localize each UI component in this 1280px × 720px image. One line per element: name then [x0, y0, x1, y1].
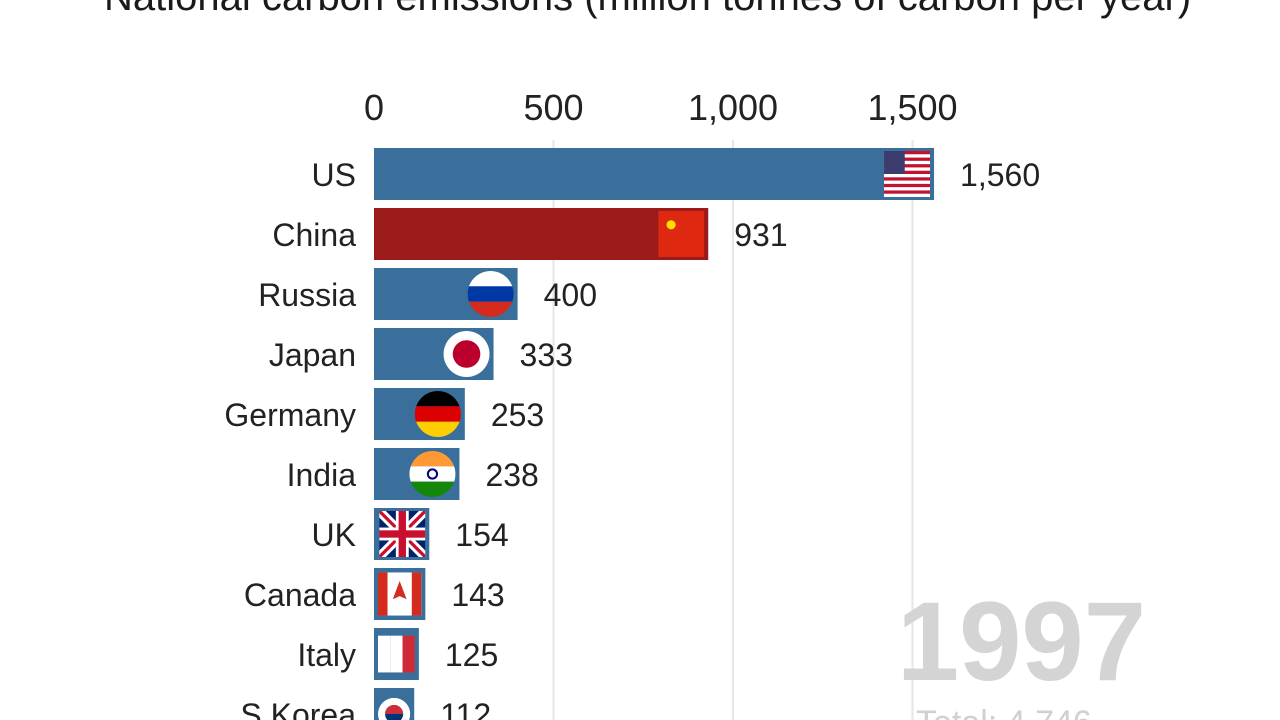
south-korea-flag-icon	[378, 697, 411, 720]
bar-row: India 238	[287, 448, 539, 500]
bar-row: S Korea 112	[240, 688, 491, 720]
germany-flag-icon	[414, 391, 461, 437]
value-label: 112	[440, 697, 491, 720]
russia-flag-icon	[467, 271, 514, 317]
value-label: 1,560	[960, 157, 1040, 193]
category-label: Japan	[269, 337, 356, 373]
bar-row: Italy 125	[297, 628, 498, 680]
x-tick-label: 1,500	[867, 87, 957, 128]
category-label: China	[272, 217, 356, 253]
category-label: UK	[312, 517, 356, 553]
category-label: Germany	[224, 397, 356, 433]
bar	[374, 148, 935, 200]
bar-row: UK 154	[312, 508, 509, 560]
x-tick-label: 500	[523, 87, 583, 128]
italy-flag-icon	[378, 635, 415, 673]
value-label: 400	[544, 277, 597, 313]
bar-row: Russia 400	[258, 268, 597, 320]
category-label: India	[287, 457, 357, 493]
category-label: Italy	[297, 637, 356, 673]
category-label: Russia	[258, 277, 356, 313]
x-tick-label: 1,000	[688, 87, 778, 128]
value-label: 143	[451, 577, 504, 613]
bar-row: Japan 333	[269, 328, 573, 380]
bar-row: Germany 253	[224, 388, 544, 440]
value-label: 931	[734, 217, 787, 253]
bar	[374, 208, 709, 260]
x-tick-label: 0	[364, 87, 384, 128]
category-label: S Korea	[240, 697, 356, 720]
value-label: 238	[485, 457, 538, 493]
total-label: Total: 4,746	[916, 704, 1092, 720]
bar-row: US 1,560	[312, 148, 1040, 200]
bar-row: Canada 143	[244, 568, 505, 620]
us-flag-icon	[884, 151, 931, 197]
category-label: US	[312, 157, 356, 193]
japan-flag-icon	[443, 331, 490, 377]
value-label: 333	[520, 337, 573, 373]
bar-row: China 931	[272, 208, 788, 260]
canada-flag-icon	[378, 572, 422, 616]
india-flag-icon	[409, 451, 456, 497]
value-label: 253	[491, 397, 544, 433]
year-label: 1997	[897, 579, 1146, 704]
china-flag-icon	[658, 211, 705, 257]
chart-title: National carbon emissions (million tonne…	[104, 0, 1204, 22]
category-label: Canada	[244, 577, 356, 613]
uk-flag-icon	[379, 511, 426, 557]
value-label: 125	[445, 637, 498, 673]
value-label: 154	[455, 517, 508, 553]
